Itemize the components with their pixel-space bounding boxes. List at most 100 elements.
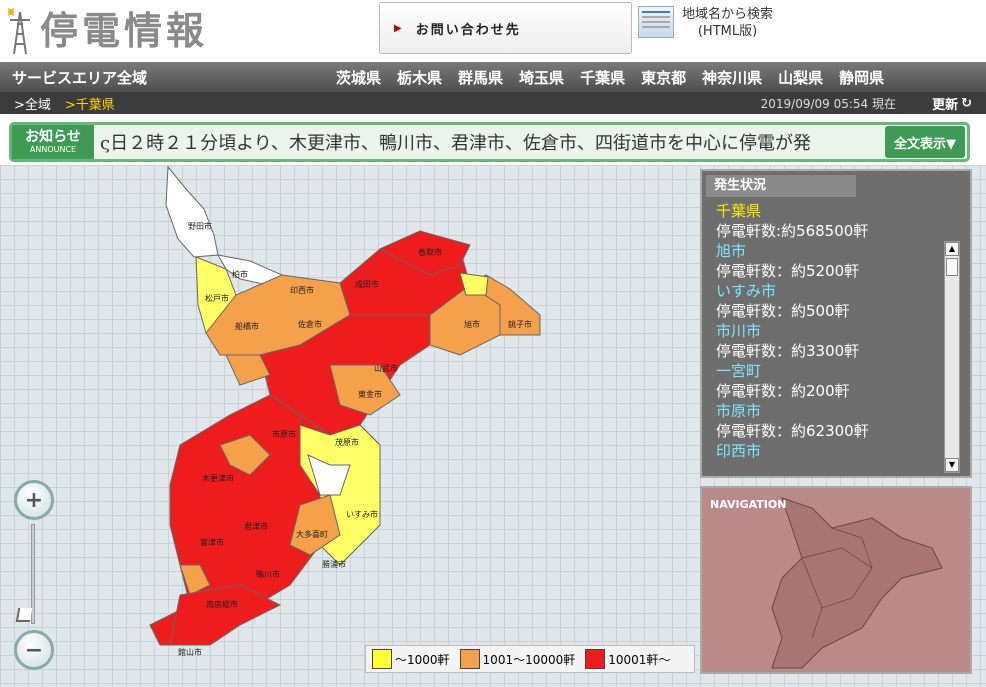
status-item-name[interactable]: 一宮町	[716, 362, 762, 380]
label-isumi: いすみ市	[346, 509, 378, 519]
service-area-link[interactable]: サービスエリア全域	[12, 68, 148, 87]
refresh-icon: ↻	[961, 95, 972, 111]
region-kimitsu-left-orange	[179, 564, 211, 596]
region-choshi	[469, 274, 541, 336]
region-west-orange2	[219, 434, 271, 476]
scroll-thumb[interactable]	[946, 258, 958, 276]
status-scrollbar[interactable]: ▲ ▼	[944, 241, 960, 473]
pref-saitama[interactable]: 埼玉県	[519, 68, 565, 87]
status-title: 発生状況	[706, 175, 856, 197]
header: 停電情報 ▶ お問い合わせ先 地域名から検索 (HTML版)	[0, 0, 986, 62]
chiba-outage-map[interactable]: 野田市 柏市 松戸市 船橋市 印西市 成田市 香取市 旭市 銚子市 佐倉市 山武…	[0, 165, 700, 687]
map-legend: ～1000軒 1001～10000軒 10001軒～	[365, 645, 695, 673]
zoom-slider-track[interactable]	[31, 524, 35, 624]
label-inzai: 印西市	[290, 285, 314, 295]
status-prefecture: 千葉県	[716, 202, 762, 220]
region-search-line1: 地域名から検索	[682, 7, 774, 22]
label-katsuura: 勝浦市	[322, 559, 346, 569]
timestamp: 2019/09/09 05:54 現在	[760, 96, 896, 111]
status-item-count: 停電軒数：約3300軒	[716, 342, 860, 360]
status-item-name[interactable]: 印西市	[716, 442, 762, 460]
announce-label-jp: お知らせ	[25, 128, 81, 145]
scroll-up-icon[interactable]: ▲	[945, 242, 959, 256]
pref-yamanashi[interactable]: 山梨県	[778, 68, 824, 87]
logo-title: 停電情報	[40, 9, 209, 53]
breadcrumb: >全域 >千葉県 2019/09/09 05:54 現在 更新 ↻	[0, 92, 986, 114]
pref-kanagawa[interactable]: 神奈川県	[702, 68, 763, 87]
triangle-right-icon: ▶	[394, 22, 404, 34]
status-item-name[interactable]: いすみ市	[716, 282, 777, 300]
announce-label-en: ANNOUNCE	[29, 144, 77, 154]
label-otaki: 大多喜町	[296, 529, 328, 539]
status-list[interactable]: 千葉県 停電軒数:約568500軒 旭市 停電軒数：約5200軒 いすみ市 停電…	[716, 201, 946, 469]
region-east-yellow	[459, 272, 489, 296]
label-narita: 成田市	[355, 279, 379, 289]
zoom-out-icon[interactable]: −	[14, 630, 54, 670]
legend-swatch-red	[585, 649, 606, 669]
status-item-count: 停電軒数：約200軒	[716, 382, 850, 400]
pref-ibaraki[interactable]: 茨城県	[336, 68, 382, 87]
zoom-slider-handle[interactable]	[15, 608, 33, 622]
zoom-control: + −	[14, 480, 58, 675]
label-katori: 香取市	[418, 247, 442, 257]
legend-swatch-yellow	[372, 649, 392, 669]
scroll-down-icon[interactable]: ▼	[945, 458, 959, 472]
label-ichihara: 市原市	[272, 429, 296, 439]
status-item-name[interactable]: 市原市	[716, 402, 762, 420]
region-minamiboso	[169, 584, 282, 646]
label-choshi: 銚子市	[508, 319, 532, 329]
breadcrumb-all[interactable]: >全域	[14, 97, 51, 113]
label-matsudo: 松戸市	[205, 293, 229, 303]
refresh-button[interactable]: 更新 ↻	[932, 94, 972, 113]
pref-chiba[interactable]: 千葉県	[580, 68, 626, 87]
region-central-orange	[329, 364, 401, 416]
region-white-center	[307, 454, 351, 496]
pref-tokyo[interactable]: 東京都	[641, 68, 687, 87]
label-asahi: 旭市	[464, 319, 480, 329]
label-futtsu: 富津市	[200, 537, 224, 547]
minimap-svg	[771, 497, 943, 669]
label-kamogawa: 鴨川市	[256, 569, 280, 579]
region-katori	[378, 230, 471, 276]
label-kimitsu: 君津市	[244, 521, 268, 531]
region-search-link[interactable]: 地域名から検索 (HTML版)	[638, 6, 838, 50]
map-labels: 野田市 柏市 松戸市 船橋市 印西市 成田市 香取市 旭市 銚子市 佐倉市 山武…	[178, 221, 532, 657]
announce-message: ς日２時２１分頃より、木更津市、鴨川市、君津市、佐倉市、四街道市を中心に停電が発	[100, 133, 811, 154]
contact-label: お問い合わせ先	[415, 22, 521, 38]
legend-label: 10001軒～	[608, 652, 671, 667]
region-search-line2: (HTML版)	[697, 24, 758, 39]
label-funabashi: 船橋市	[235, 321, 259, 331]
status-item-name[interactable]: 旭市	[716, 242, 747, 260]
label-tateyama: 館山市	[178, 647, 202, 657]
label-minamiboso: 南房総市	[206, 599, 238, 609]
status-item-count: 停電軒数：約500軒	[716, 302, 850, 320]
status-panel: 発生状況 千葉県 停電軒数:約568500軒 旭市 停電軒数：約5200軒 いす…	[700, 169, 972, 478]
zoom-in-icon[interactable]: +	[14, 480, 54, 520]
legend-item: ～1000軒	[372, 649, 450, 669]
contact-button[interactable]: ▶ お問い合わせ先	[379, 2, 632, 54]
pref-shizuoka[interactable]: 静岡県	[839, 68, 885, 87]
region-bay-orange	[225, 354, 271, 386]
legend-label: 1001～10000軒	[482, 652, 576, 667]
refresh-label: 更新	[932, 97, 959, 113]
label-sakura: 佐倉市	[298, 319, 322, 329]
show-full-text-button[interactable]: 全文表示▼	[885, 126, 965, 158]
label-sammu: 山武市	[374, 363, 398, 373]
region-otaki-orange	[289, 494, 341, 556]
breadcrumb-current: >千葉県	[64, 97, 115, 113]
status-item-name[interactable]: 市川市	[716, 322, 762, 340]
pref-gunma[interactable]: 群馬県	[458, 68, 504, 87]
label-togane: 東金市	[358, 389, 382, 399]
announce-label: お知らせ ANNOUNCE	[12, 125, 94, 159]
label-noda: 野田市	[188, 221, 212, 231]
logo[interactable]: 停電情報	[6, 4, 246, 58]
prefecture-list: 茨城県 栃木県 群馬県 埼玉県 千葉県 東京都 神奈川県 山梨県 静岡県	[328, 67, 892, 88]
legend-item: 10001軒～	[585, 649, 670, 669]
document-icon	[638, 6, 674, 38]
power-tower-icon	[7, 7, 30, 55]
navigation-title: NAVIGATION	[710, 498, 787, 511]
label-mobara: 茂原市	[335, 437, 359, 447]
pref-tochigi[interactable]: 栃木県	[397, 68, 443, 87]
status-prefecture-count: 停電軒数:約568500軒	[716, 222, 869, 240]
navigation-minimap[interactable]: NAVIGATION	[700, 486, 972, 674]
